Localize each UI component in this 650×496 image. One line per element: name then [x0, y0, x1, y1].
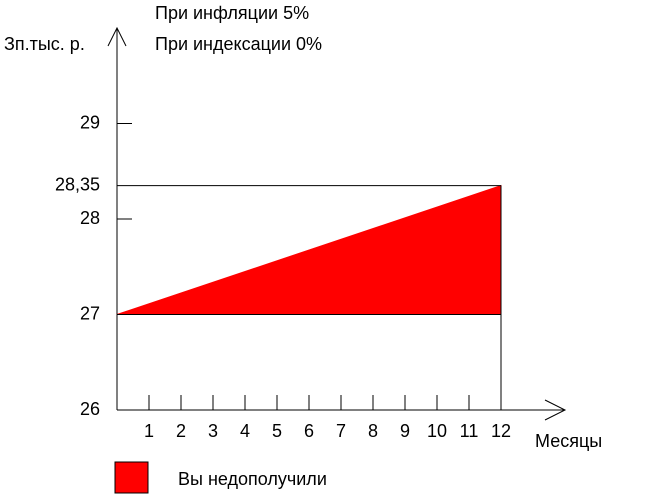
- y-axis-label: Зп.тыс. р.: [4, 34, 85, 54]
- x-tick-label: 2: [176, 421, 186, 441]
- x-tick-label: 8: [368, 421, 378, 441]
- x-tick-label: 3: [208, 421, 218, 441]
- legend-swatch: [114, 461, 149, 494]
- y-tick-label: 29: [80, 112, 100, 132]
- x-tick-label: 11: [460, 421, 479, 441]
- area: [116, 184, 502, 315]
- y-tick-label: 26: [80, 399, 100, 419]
- x-tick-label: 9: [400, 421, 410, 441]
- y-tick-label: 28,35: [55, 174, 100, 194]
- x-tick-label: 12: [491, 421, 511, 441]
- x-tick-label: 7: [336, 421, 346, 441]
- x-tick-label: 10: [427, 421, 447, 441]
- x-tick-label: 5: [272, 421, 282, 441]
- x-axis-label: Месяцы: [535, 431, 602, 451]
- chart-title: При инфляции 5%: [155, 3, 309, 23]
- legend-label: Вы недополучили: [178, 469, 327, 489]
- x-tick-label: 1: [144, 421, 154, 441]
- x-tick-label: 4: [240, 421, 250, 441]
- chart-subtitle: При индексации 0%: [155, 34, 322, 54]
- x-tick-label: 6: [304, 421, 314, 441]
- y-tick-label: 27: [80, 303, 100, 323]
- y-tick-label: 28: [80, 208, 100, 228]
